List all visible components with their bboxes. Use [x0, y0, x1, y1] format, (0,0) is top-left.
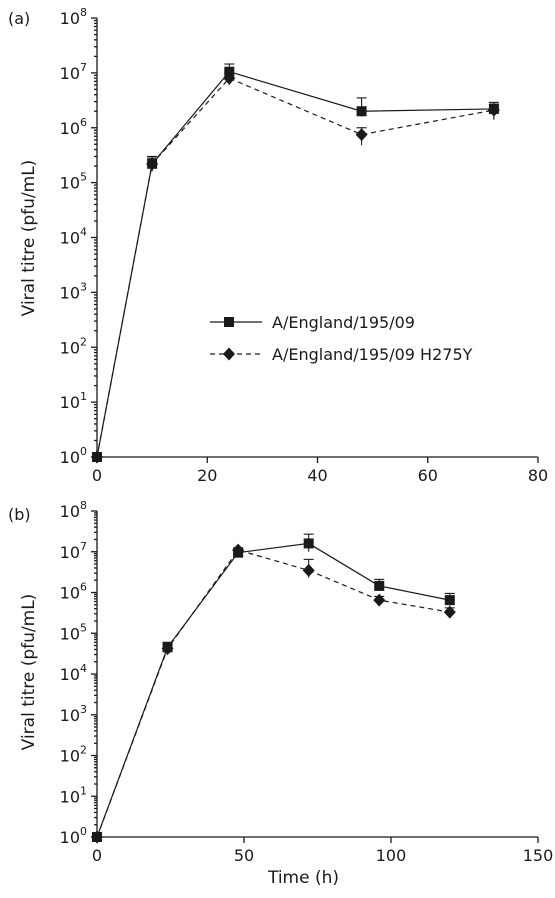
y-tick-label: 103: [60, 703, 87, 725]
y-tick-label: 101: [60, 390, 87, 412]
x-axis-title: Time (h): [267, 868, 339, 888]
y-tick-exponent: 7: [80, 61, 87, 74]
y-tick-base: 10: [60, 665, 80, 684]
y-tick-base: 10: [60, 393, 80, 412]
data-point-diamond: [355, 128, 368, 142]
y-tick-exponent: 3: [80, 703, 87, 716]
y-tick-label: 107: [60, 61, 87, 83]
panel-label: (b): [8, 505, 31, 524]
data-point-square: [356, 106, 367, 117]
y-tick-label: 103: [60, 280, 87, 302]
data-point-diamond: [91, 450, 103, 464]
data-point-diamond: [373, 593, 386, 607]
y-tick-label: 105: [60, 171, 87, 193]
y-tick-base: 10: [60, 338, 80, 357]
data-point-square: [444, 595, 455, 606]
y-tick-exponent: 8: [80, 499, 87, 512]
y-tick-base: 10: [60, 64, 80, 83]
legend-label: A/England/195/09 H275Y: [272, 345, 473, 364]
y-tick-base: 10: [60, 174, 80, 193]
x-tick-label: 80: [528, 466, 548, 485]
y-tick-exponent: 4: [80, 226, 87, 239]
x-tick-label: 0: [92, 466, 102, 485]
y-tick-label: 102: [60, 335, 87, 357]
data-point-square: [303, 538, 314, 549]
x-tick-label: 40: [307, 466, 327, 485]
y-tick-base: 10: [60, 624, 80, 643]
x-tick-label: 50: [234, 846, 254, 865]
y-tick-label: 100: [60, 445, 87, 467]
y-tick-base: 10: [60, 119, 80, 138]
legend-label: A/England/195/09: [272, 313, 415, 332]
legend-marker-diamond: [223, 347, 235, 361]
x-tick-label: 100: [376, 846, 407, 865]
y-tick-base: 10: [60, 706, 80, 725]
y-tick-base: 10: [60, 229, 80, 248]
y-tick-label: 105: [60, 621, 87, 643]
y-tick-base: 10: [60, 543, 80, 562]
y-tick-label: 107: [60, 540, 87, 562]
y-tick-base: 10: [60, 787, 80, 806]
y-tick-base: 10: [60, 584, 80, 603]
y-tick-label: 106: [60, 116, 87, 138]
x-tick-label: 20: [197, 466, 217, 485]
y-tick-exponent: 0: [80, 445, 87, 458]
y-tick-exponent: 3: [80, 280, 87, 293]
panel-label: (a): [8, 9, 30, 28]
data-point-diamond: [161, 642, 174, 656]
legend-marker-square: [224, 317, 234, 327]
data-point-diamond: [302, 563, 315, 577]
y-tick-exponent: 1: [80, 390, 87, 403]
y-tick-exponent: 8: [80, 6, 87, 19]
y-tick-exponent: 7: [80, 540, 87, 553]
y-tick-exponent: 2: [80, 744, 87, 757]
y-tick-label: 104: [60, 226, 87, 248]
x-tick-label: 0: [92, 846, 102, 865]
data-point-diamond: [146, 157, 159, 171]
y-tick-exponent: 6: [80, 116, 87, 129]
y-tick-label: 108: [60, 6, 87, 28]
y-tick-exponent: 6: [80, 581, 87, 594]
y-tick-base: 10: [60, 502, 80, 521]
data-point-diamond: [487, 103, 500, 117]
y-tick-base: 10: [60, 283, 80, 302]
y-tick-label: 100: [60, 825, 87, 847]
series-line-h275y: [96, 77, 495, 458]
x-tick-label: 60: [418, 466, 438, 485]
y-tick-base: 10: [60, 747, 80, 766]
y-axis-title: Viral titre (pfu/mL): [19, 160, 39, 317]
y-tick-label: 101: [60, 784, 87, 806]
y-tick-label: 102: [60, 744, 87, 766]
y-tick-exponent: 5: [80, 621, 87, 634]
y-axis-title: Viral titre (pfu/mL): [19, 594, 39, 751]
y-tick-label: 104: [60, 662, 87, 684]
data-point-diamond: [223, 71, 236, 85]
data-point-diamond: [91, 830, 103, 844]
y-tick-base: 10: [60, 9, 80, 28]
y-tick-base: 10: [60, 448, 80, 467]
y-tick-base: 10: [60, 828, 80, 847]
y-tick-label: 108: [60, 499, 87, 521]
y-tick-exponent: 1: [80, 784, 87, 797]
y-tick-exponent: 0: [80, 825, 87, 838]
y-tick-exponent: 5: [80, 171, 87, 184]
data-point-square: [374, 580, 385, 591]
series-line-wildtype: [96, 71, 494, 458]
y-tick-label: 106: [60, 581, 87, 603]
data-point-diamond: [232, 543, 245, 557]
y-tick-exponent: 4: [80, 662, 87, 675]
y-tick-exponent: 2: [80, 335, 87, 348]
data-point-diamond: [443, 605, 456, 619]
series-line-wildtype: [96, 542, 450, 838]
x-tick-label: 150: [523, 846, 554, 865]
